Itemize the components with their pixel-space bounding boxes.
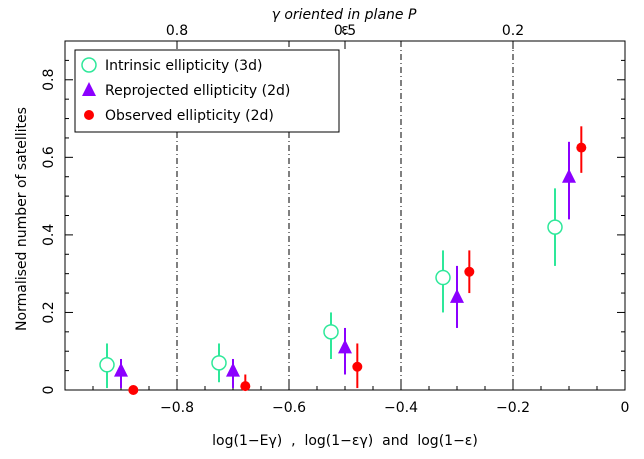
point-s1-2 <box>338 339 352 354</box>
point-s1-3 <box>450 288 464 303</box>
y-tick-label-1: 0.2 <box>41 301 57 323</box>
y-tick-label-4: 0.8 <box>41 69 57 91</box>
legend-marker-0 <box>81 57 97 73</box>
x-tick-label-4: 0 <box>621 400 630 416</box>
point-s2-1 <box>240 381 251 392</box>
y-axis-label: Normalised number of satellites <box>14 107 30 331</box>
top-axis-title: γ oriented in plane P <box>272 7 417 23</box>
point-s1-1 <box>226 362 240 377</box>
point-s2-4 <box>576 142 587 153</box>
y-tick-label-3: 0.6 <box>41 146 57 168</box>
legend-label-0: Intrinsic ellipticity (3d) <box>105 58 262 74</box>
y-tick-label-2: 0.4 <box>41 224 57 246</box>
legend-label-1: Reprojected ellipticity (2d) <box>105 83 290 99</box>
point-s1-4 <box>562 168 576 183</box>
point-s0-2 <box>323 324 339 340</box>
point-s0-0 <box>99 357 115 373</box>
legend-marker-2 <box>84 110 94 120</box>
top-tick-label-1: 0.5 <box>334 23 356 39</box>
top-tick-label-2: 0.2 <box>502 23 524 39</box>
point-s0-4 <box>547 219 563 235</box>
y-tick-label-0: 0 <box>41 386 57 395</box>
plot-area: −0.8 −0.6 −0.4 −0.2 0 0 0.2 0.4 0.6 0.8 0.8 0.5 0.2 I… <box>41 23 629 416</box>
point-s1-0 <box>114 362 128 377</box>
top-axis-symbol: ε <box>341 22 349 38</box>
x-tick-label-1: −0.6 <box>272 400 306 416</box>
point-s0-3 <box>435 269 451 286</box>
x-axis-label: log(1−Eγ) , log(1−εγ) and log(1−ε) <box>212 433 478 449</box>
x-tick-label-0: −0.8 <box>160 400 194 416</box>
point-s2-3 <box>464 266 475 277</box>
point-s2-2 <box>352 361 363 372</box>
point-s2-0 <box>128 385 139 395</box>
x-tick-label-3: −0.2 <box>496 400 530 416</box>
legend-label-2: Observed ellipticity (2d) <box>105 108 274 124</box>
x-tick-label-2: −0.4 <box>384 400 418 416</box>
point-s0-1 <box>211 355 227 371</box>
top-tick-label-0: 0.8 <box>166 23 188 39</box>
legend-marker-1 <box>82 82 96 96</box>
legend-box <box>74 49 340 133</box>
